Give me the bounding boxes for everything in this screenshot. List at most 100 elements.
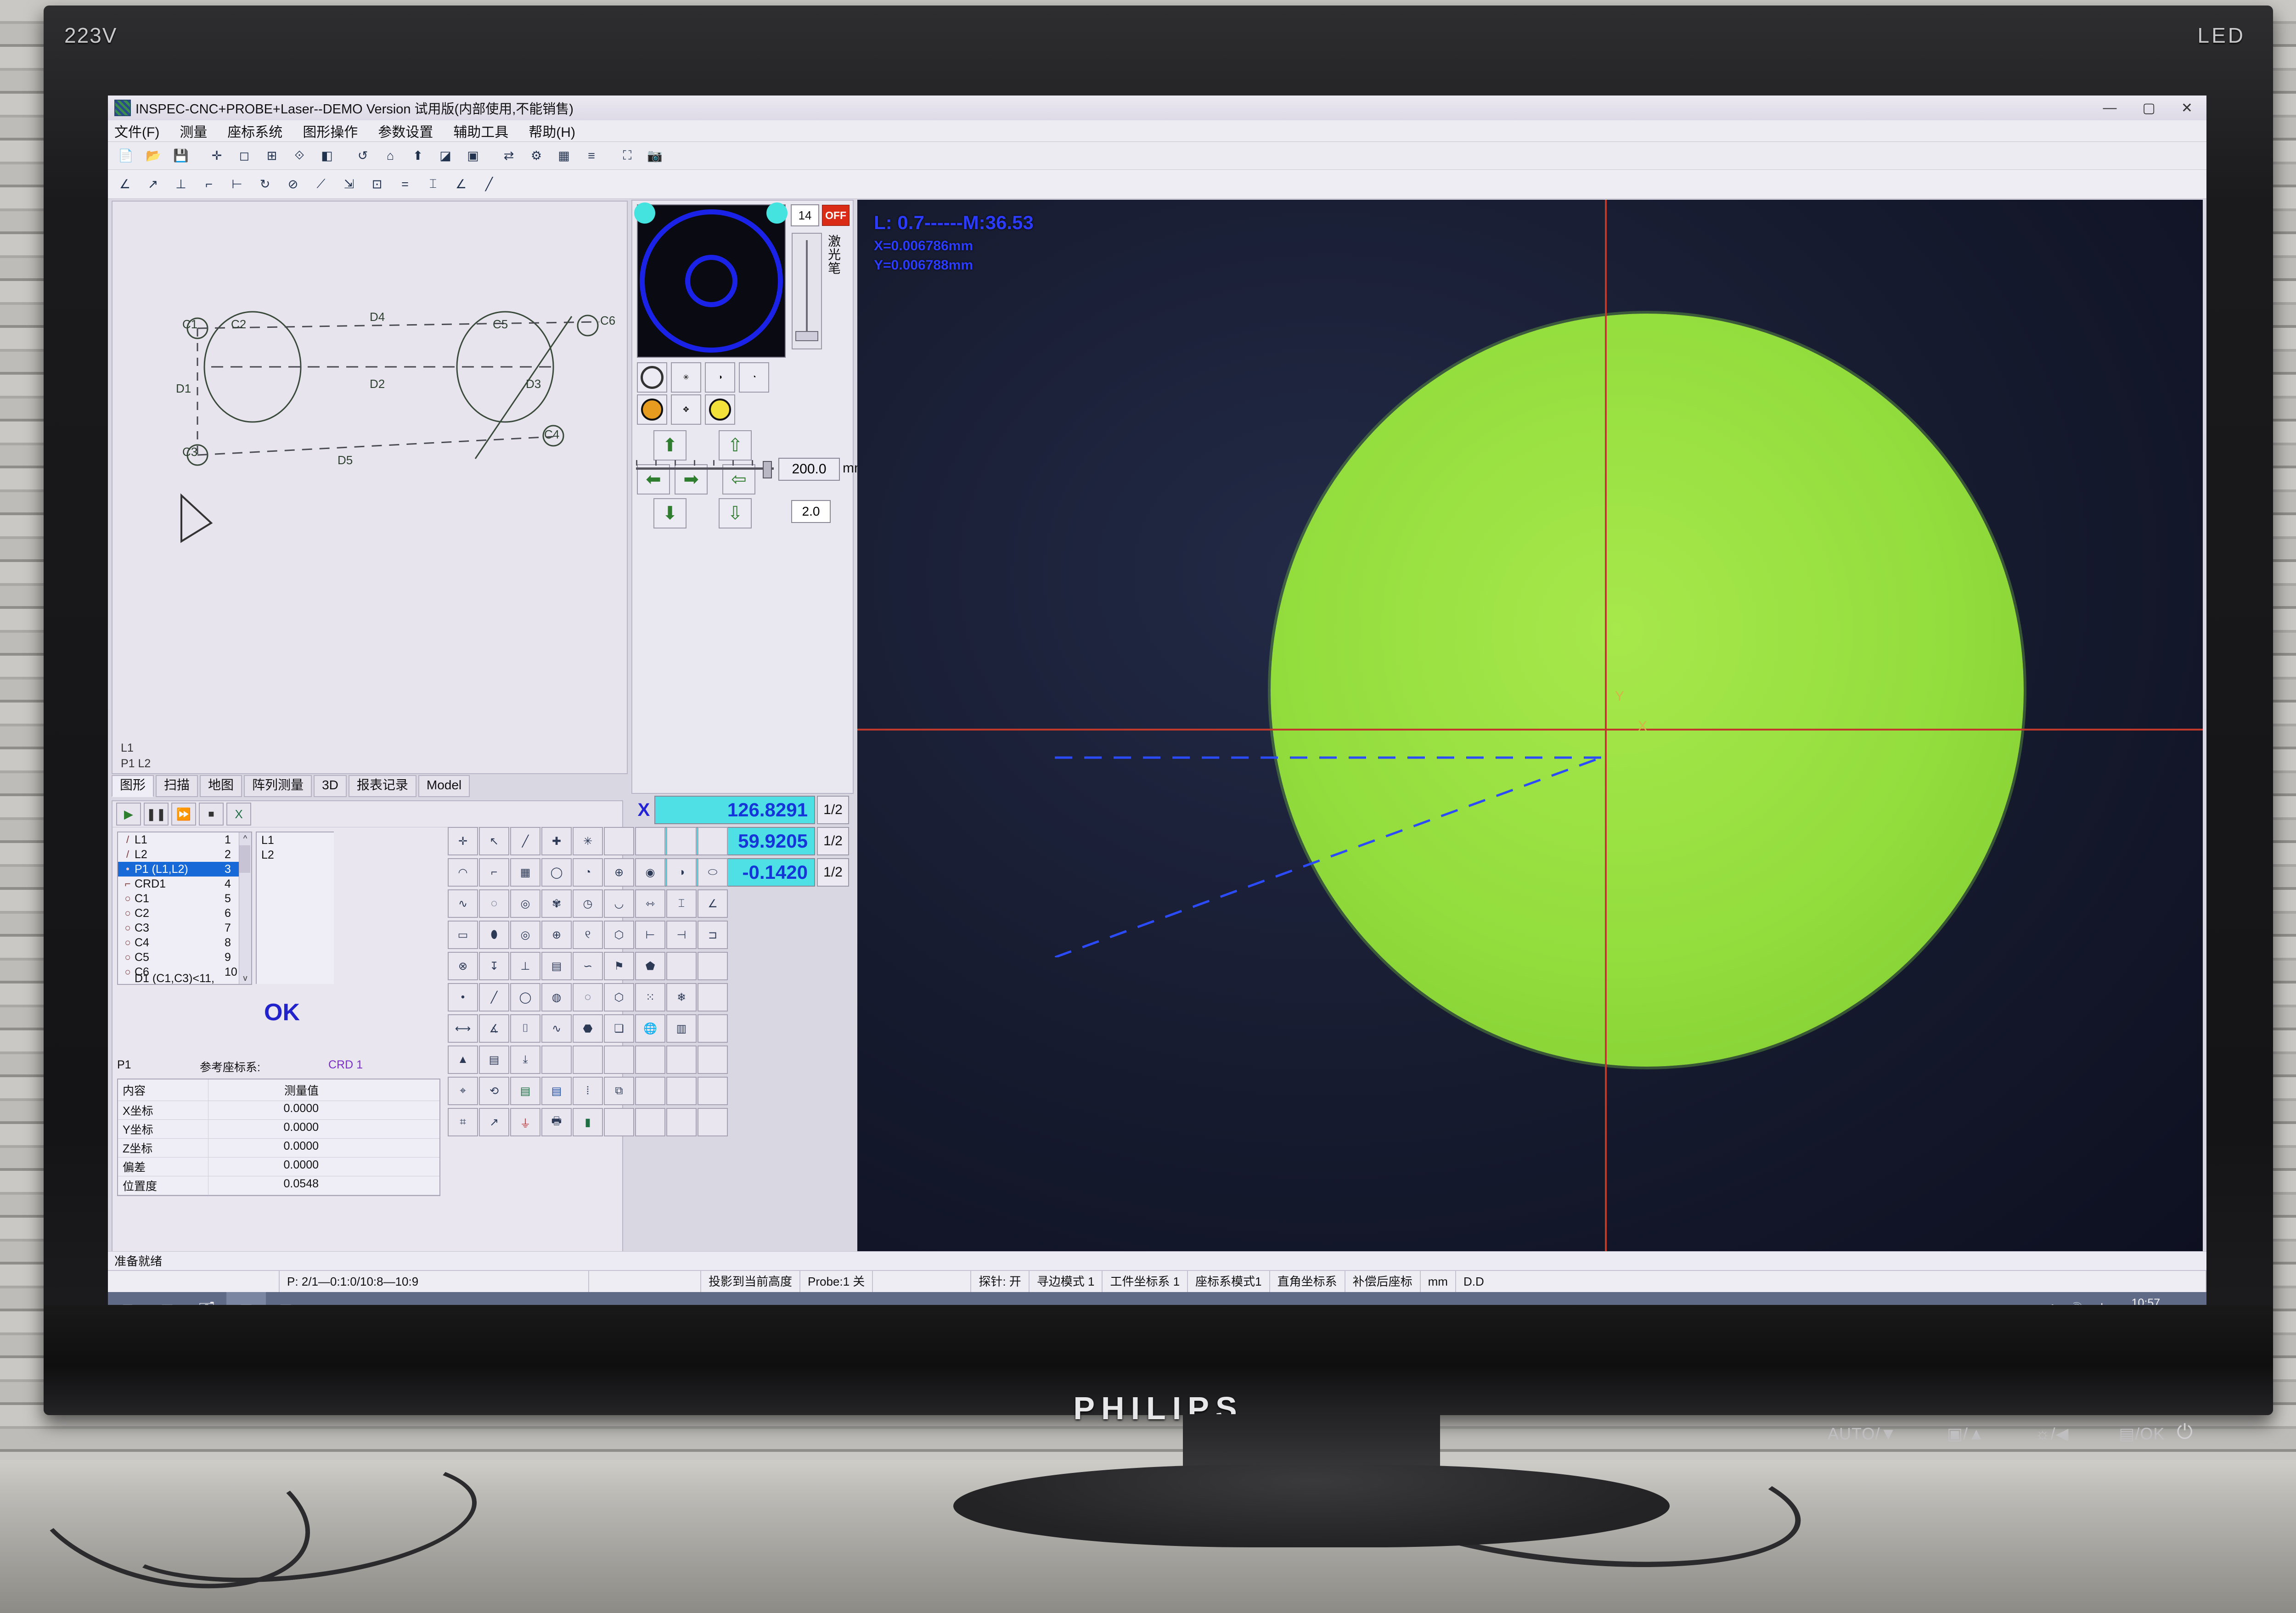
line-icon[interactable]: ↗ <box>147 177 158 191</box>
cross-tool-icon[interactable]: ✚ <box>541 827 572 855</box>
equal-icon[interactable]: = <box>401 177 409 191</box>
play-button[interactable]: ▶ <box>116 803 141 826</box>
list-item[interactable]: ↔D1 (C1,C3)<11,距离 <box>118 972 251 984</box>
calculator-icon[interactable]: ▤ <box>541 952 572 980</box>
rotate-icon[interactable]: ↺ <box>357 148 368 163</box>
laser-value-input[interactable]: 14 <box>791 204 819 226</box>
blank-tool-icon[interactable] <box>635 1108 665 1136</box>
grid-icon[interactable]: ⊞ <box>266 148 277 163</box>
list-item[interactable]: ⌐ CRD1 4 <box>118 877 251 891</box>
globe-icon[interactable]: 🌐 <box>635 1014 665 1043</box>
tolerance-icon[interactable]: ⌷ <box>510 1014 540 1043</box>
diagonal-icon[interactable]: ⟋ <box>316 177 326 191</box>
tab-model[interactable]: Model <box>418 775 470 797</box>
blank-tool-icon[interactable] <box>698 983 728 1012</box>
laser-intensity-slider[interactable] <box>792 233 822 349</box>
dashed-circle-icon[interactable]: ◌ <box>573 983 603 1012</box>
power-button-icon[interactable]: ⏻ <box>2177 1421 2193 1443</box>
blank-tool-icon[interactable] <box>635 1077 665 1105</box>
curve2-icon[interactable]: ∽ <box>573 952 603 980</box>
excel-export-button[interactable]: X <box>226 803 251 826</box>
shape-icon[interactable]: ⟐ <box>294 148 304 162</box>
pointer-tool-icon[interactable]: ↖ <box>479 827 509 855</box>
bracket-icon[interactable]: ⊐ <box>698 921 728 949</box>
blank-tool-icon[interactable] <box>698 1045 728 1074</box>
tab-3d[interactable]: 3D <box>314 775 347 797</box>
jog-down-fast-button[interactable]: ⇩ <box>719 498 752 528</box>
camera-icon[interactable]: 📷 <box>647 149 663 163</box>
dot-tool-icon[interactable]: • <box>448 983 478 1012</box>
feature-list[interactable]: / L1 1 /L2 2 • P1 (L1,L2) 3 ⌐ CRD1 4 ○ C1 5 ○ C2 6 … <box>117 832 252 985</box>
resize-icon[interactable]: ⇲ <box>343 177 355 191</box>
circle-dot-icon[interactable]: ◉ <box>635 858 665 887</box>
gear-icon[interactable]: ⚙ <box>530 148 542 163</box>
down-arrow-icon[interactable]: ⤓ <box>510 1045 540 1074</box>
fast-forward-button[interactable]: ⏩ <box>171 803 196 826</box>
light-amber-icon[interactable] <box>637 394 667 425</box>
star-tool-icon[interactable]: ✳ <box>573 827 603 855</box>
close-button[interactable]: ✕ <box>2181 100 2193 116</box>
sub-list-item[interactable]: L2 <box>261 849 274 861</box>
box3d-icon[interactable]: ❏ <box>604 1014 634 1043</box>
sub-feature-list[interactable]: L1 L2 <box>256 832 334 984</box>
menu-item-coordinate-system[interactable]: 座标系统 <box>227 125 283 140</box>
axis-half-x-button[interactable]: 1/2 <box>817 796 849 824</box>
feature-list-scrollbar[interactable]: ^ v <box>239 832 251 984</box>
slash-tool-icon[interactable]: ╱ <box>479 983 509 1012</box>
origin-icon[interactable]: ⌗ <box>448 1108 478 1136</box>
green-table-icon[interactable]: ▤ <box>510 1077 540 1105</box>
box-icon[interactable]: ⊡ <box>371 177 383 191</box>
blank-tool-icon[interactable] <box>666 1077 697 1105</box>
color-bar-icon[interactable]: ▮ <box>573 1108 603 1136</box>
list-item[interactable]: ○ C2 6 <box>118 906 251 921</box>
plus-circle-icon[interactable]: ⊕ <box>541 921 572 949</box>
tab-report[interactable]: 报表记录 <box>348 775 416 797</box>
tab-map[interactable]: 地图 <box>200 775 242 797</box>
flag-icon[interactable]: ⚑ <box>604 952 634 980</box>
circle-tool-icon[interactable]: ◯ <box>541 858 572 887</box>
light-segments-icon[interactable]: ✳ <box>671 362 701 393</box>
arc2-tool-icon[interactable]: ◡ <box>604 889 634 918</box>
light-half-icon[interactable]: ◑ <box>705 362 735 393</box>
sub-list-item[interactable]: L1 <box>261 834 274 847</box>
blob-tool-icon[interactable]: ◌ <box>479 889 509 918</box>
blank-tool-icon[interactable] <box>666 1045 697 1074</box>
axis-cross-icon[interactable]: ⌖ <box>448 1077 478 1105</box>
column-icon[interactable]: ▥ <box>666 1014 697 1043</box>
point-tool-icon[interactable]: ✛ <box>448 827 478 855</box>
menu-item-graphics[interactable]: 图形操作 <box>303 125 358 140</box>
ellipse-tool-icon[interactable]: ⬭ <box>698 858 728 887</box>
light-cross-icon[interactable]: ✥ <box>671 394 701 425</box>
jog-up-fast-button[interactable]: ⇧ <box>719 430 752 461</box>
poly-shape-icon[interactable]: ⬣ <box>573 1014 603 1043</box>
axis-half-z-button[interactable]: 1/2 <box>817 858 849 887</box>
scroll-down-icon[interactable]: v <box>243 973 248 983</box>
list-item[interactable]: ○ C1 5 <box>118 891 251 906</box>
datum-icon[interactable]: ⊢ <box>231 177 242 191</box>
circle-half-icon[interactable]: ◑ <box>666 858 697 887</box>
blank-tool-icon[interactable] <box>604 1045 634 1074</box>
laser-off-button[interactable]: OFF <box>822 205 850 226</box>
cone-icon[interactable]: ▲ <box>448 1045 478 1074</box>
table-icon[interactable]: ▤ <box>479 1045 509 1074</box>
line-tool-icon[interactable]: ╱ <box>510 827 540 855</box>
axis-rot-icon[interactable]: ⟲ <box>479 1077 509 1105</box>
blank-tool-icon[interactable] <box>573 1045 603 1074</box>
ring-tool-icon[interactable]: ◎ <box>510 889 540 918</box>
tab-scan[interactable]: 扫描 <box>156 775 198 797</box>
blue-table-icon[interactable]: ▤ <box>541 1077 572 1105</box>
pattern-icon[interactable]: ⁙ <box>635 983 665 1012</box>
blank-tool-icon[interactable] <box>698 1077 728 1105</box>
osd-brightness-button[interactable]: ☼/◀ <box>2035 1424 2069 1443</box>
pause-button[interactable]: ❚❚ <box>144 803 169 826</box>
frame-icon[interactable]: ⧉ <box>604 1077 634 1105</box>
scrollbar-thumb[interactable] <box>239 845 250 873</box>
scroll-up-icon[interactable]: ^ <box>243 833 248 843</box>
list-icon[interactable]: ≡ <box>588 148 595 163</box>
list-item[interactable]: ○ C3 7 <box>118 921 251 935</box>
camera-live-view[interactable]: Y X L: 0.7------M:36.53 X=0.006786mm Y=0… <box>857 200 2203 1270</box>
probe-icon[interactable]: ⏚ <box>510 1108 540 1136</box>
step-size-input[interactable]: 2.0 <box>791 500 831 523</box>
blank-tool-icon[interactable] <box>666 1108 697 1136</box>
crosshair-icon[interactable]: ✛ <box>211 148 222 163</box>
